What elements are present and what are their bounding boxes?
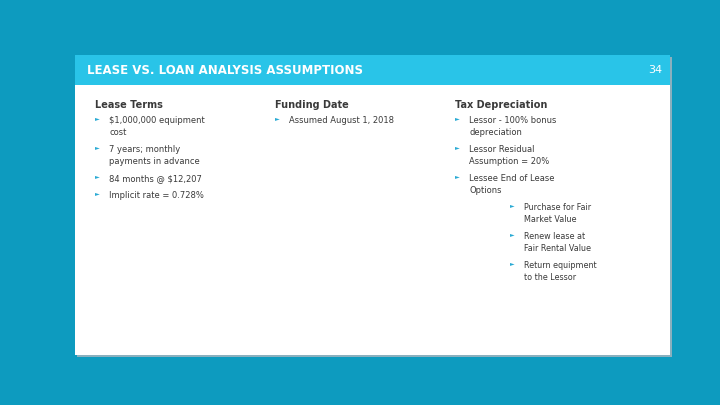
Text: Assumed August 1, 2018: Assumed August 1, 2018 bbox=[289, 116, 394, 125]
Text: payments in advance: payments in advance bbox=[109, 157, 199, 166]
Bar bbox=[75, 55, 670, 85]
Text: 84 months @ $12,207: 84 months @ $12,207 bbox=[109, 174, 202, 183]
Text: Lease Terms: Lease Terms bbox=[95, 100, 163, 110]
Text: Tax Depreciation: Tax Depreciation bbox=[455, 100, 547, 110]
Text: ►: ► bbox=[455, 145, 460, 150]
Text: 7 years; monthly: 7 years; monthly bbox=[109, 145, 180, 154]
Text: Renew lease at: Renew lease at bbox=[524, 232, 585, 241]
Bar bbox=[77, 57, 672, 357]
Text: Assumption = 20%: Assumption = 20% bbox=[469, 157, 549, 166]
Text: cost: cost bbox=[109, 128, 127, 137]
Bar bbox=[75, 55, 670, 355]
Text: Lessor Residual: Lessor Residual bbox=[469, 145, 534, 154]
Text: Lessor - 100% bonus: Lessor - 100% bonus bbox=[469, 116, 557, 125]
Text: $1,000,000 equipment: $1,000,000 equipment bbox=[109, 116, 204, 125]
Text: Return equipment: Return equipment bbox=[524, 261, 597, 270]
Text: ►: ► bbox=[510, 232, 515, 237]
Text: ►: ► bbox=[95, 174, 100, 179]
Text: ►: ► bbox=[95, 145, 100, 150]
Text: ►: ► bbox=[95, 191, 100, 196]
Text: ►: ► bbox=[455, 116, 460, 121]
Text: Options: Options bbox=[469, 186, 502, 195]
Text: Purchase for Fair: Purchase for Fair bbox=[524, 203, 591, 212]
Text: Funding Date: Funding Date bbox=[275, 100, 348, 110]
Text: Market Value: Market Value bbox=[524, 215, 577, 224]
Text: LEASE VS. LOAN ANALYSIS ASSUMPTIONS: LEASE VS. LOAN ANALYSIS ASSUMPTIONS bbox=[87, 64, 363, 77]
Text: 34: 34 bbox=[648, 65, 662, 75]
Text: Fair Rental Value: Fair Rental Value bbox=[524, 244, 591, 253]
Text: to the Lessor: to the Lessor bbox=[524, 273, 576, 282]
Text: depreciation: depreciation bbox=[469, 128, 522, 137]
Text: ►: ► bbox=[455, 174, 460, 179]
Text: Lessee End of Lease: Lessee End of Lease bbox=[469, 174, 554, 183]
Text: ►: ► bbox=[510, 203, 515, 208]
Text: ►: ► bbox=[95, 116, 100, 121]
Text: Implicit rate = 0.728%: Implicit rate = 0.728% bbox=[109, 191, 204, 200]
Text: ►: ► bbox=[510, 261, 515, 266]
Text: ►: ► bbox=[275, 116, 280, 121]
